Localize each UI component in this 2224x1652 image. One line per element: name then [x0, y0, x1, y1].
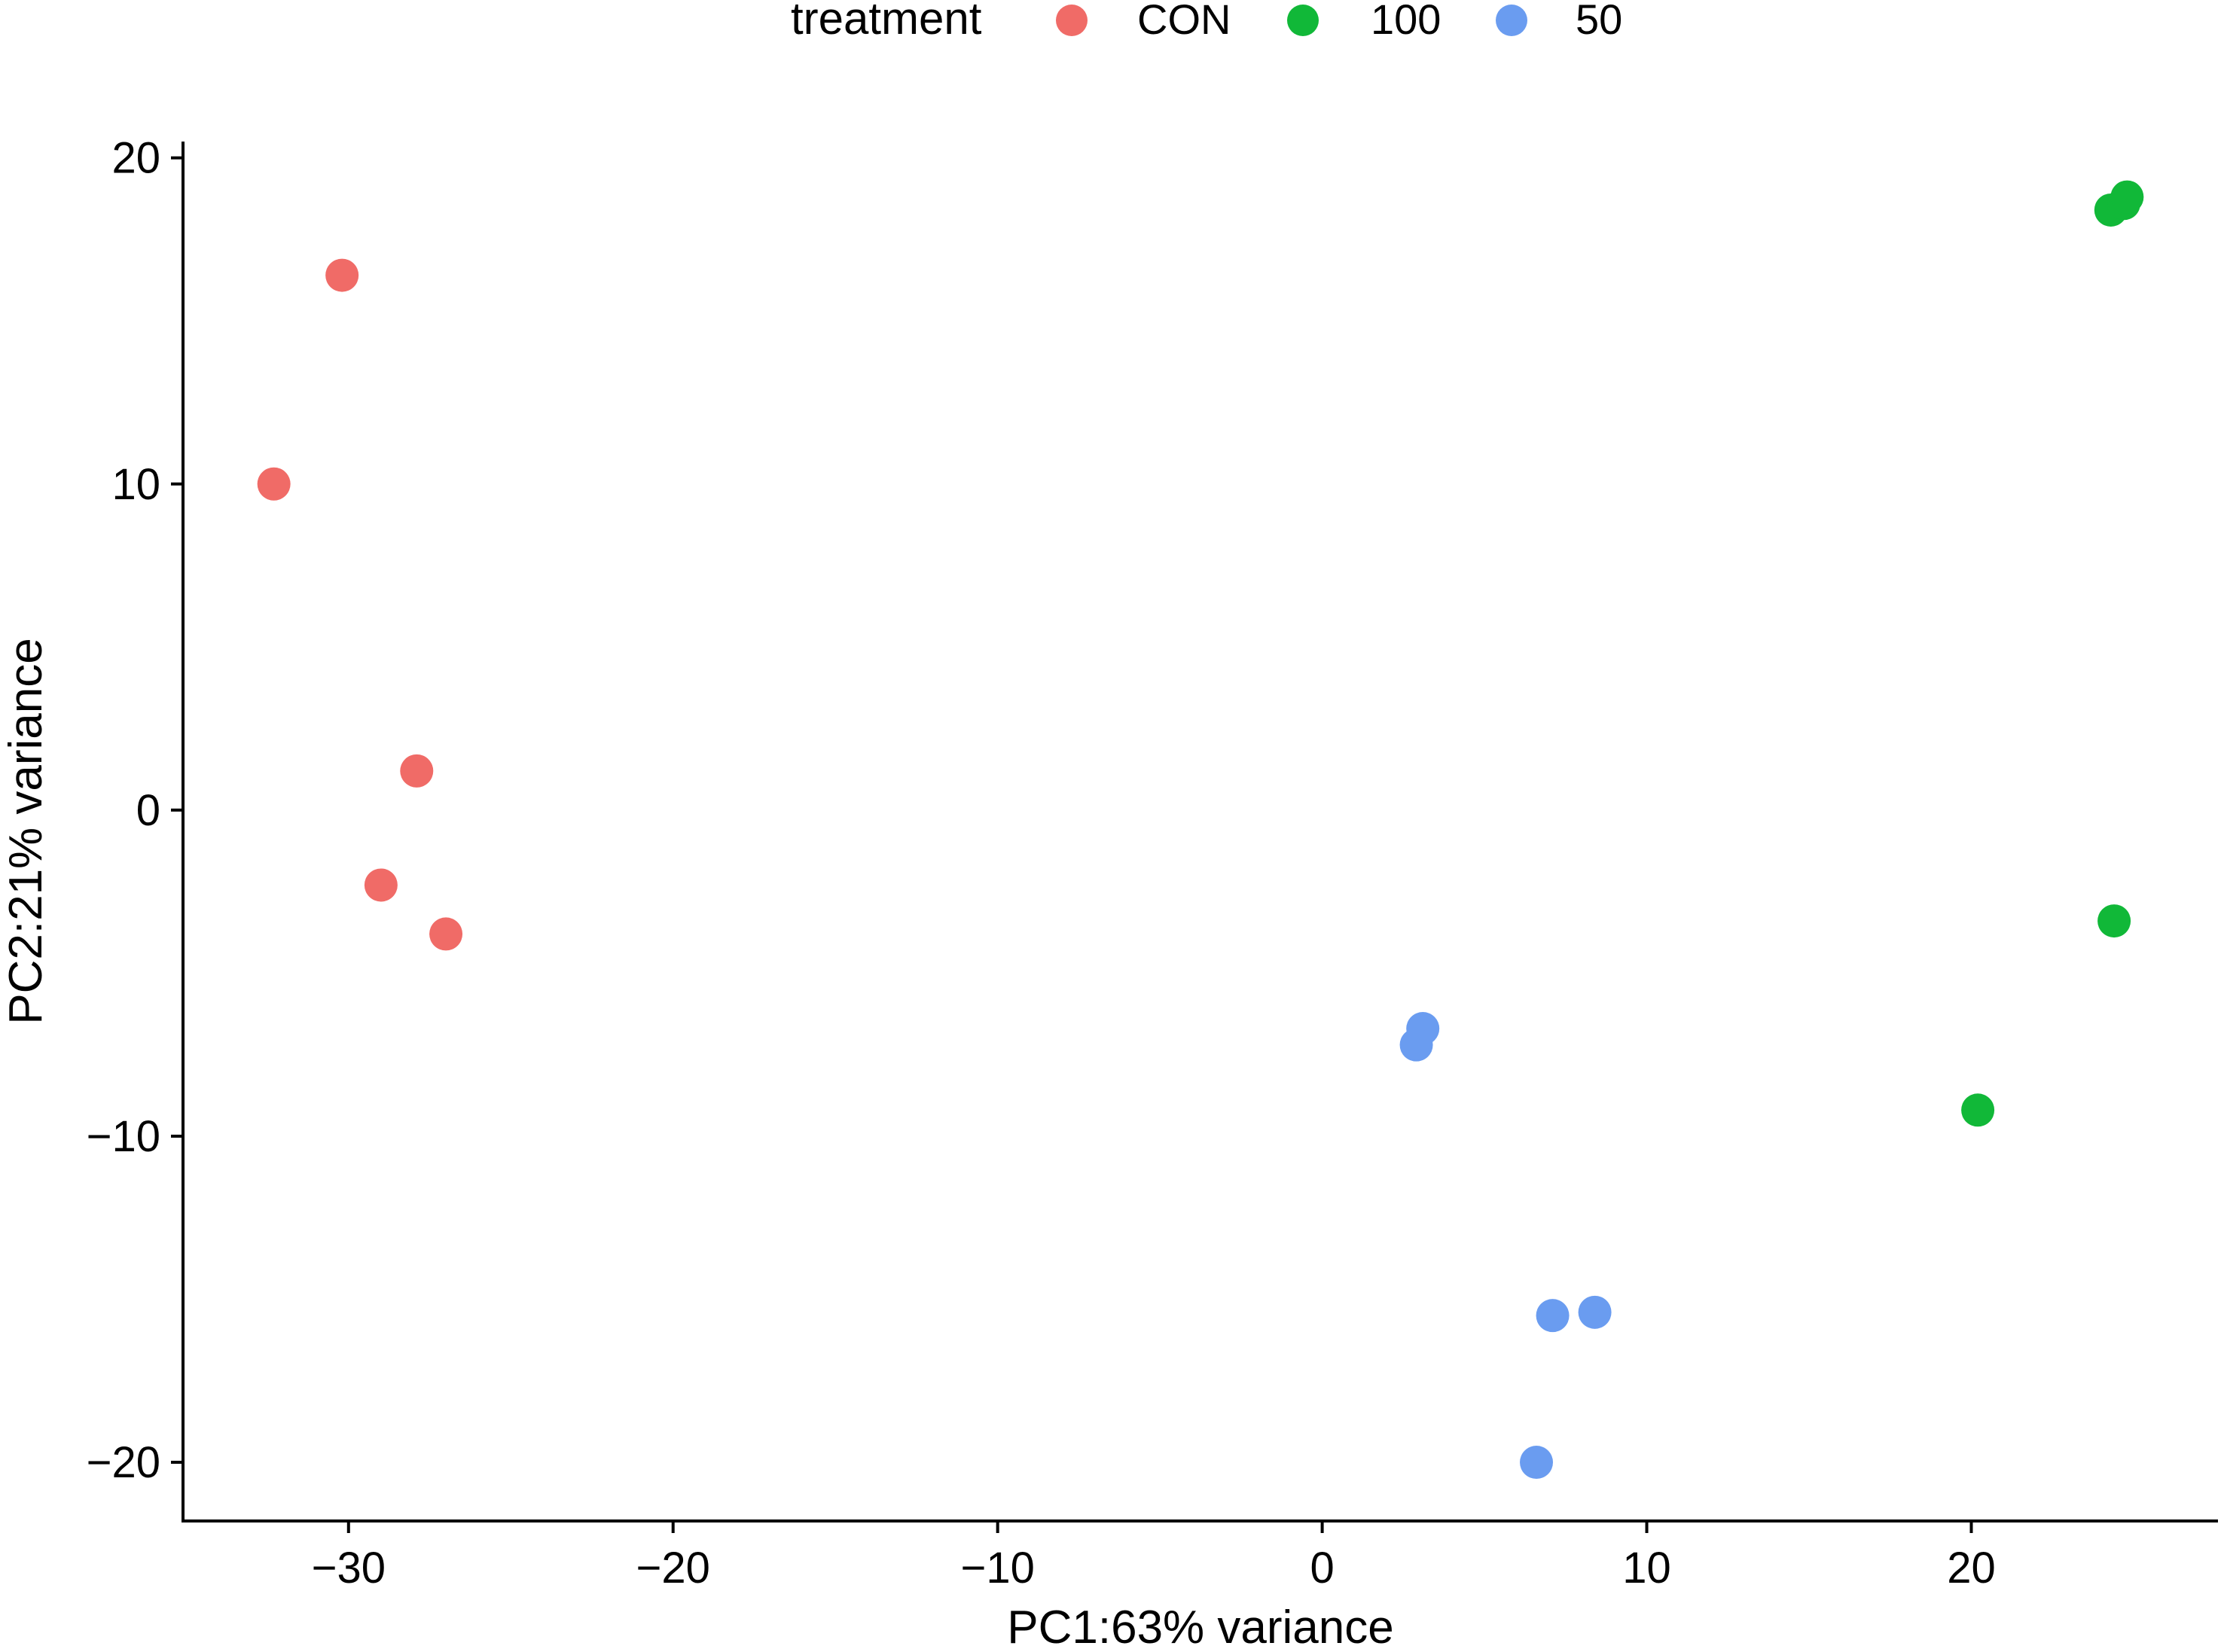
- x-tick-label: −30: [312, 1544, 386, 1593]
- data-point-100: [1961, 1093, 1995, 1127]
- data-point-con: [325, 258, 359, 292]
- x-ticks: −30 −20 −10 0 10 20: [312, 1521, 1996, 1593]
- legend: treatment CON 100 50: [791, 0, 1622, 44]
- legend-marker-100: [1287, 5, 1319, 36]
- y-tick-label: 20: [111, 134, 160, 183]
- data-point-50: [1399, 1028, 1433, 1062]
- data-point-con: [429, 917, 463, 951]
- data-point-con: [364, 868, 398, 902]
- data-point-50: [1578, 1295, 1612, 1329]
- x-tick-label: −20: [636, 1544, 710, 1593]
- legend-marker-con: [1056, 5, 1088, 36]
- y-tick-label: 10: [111, 460, 160, 509]
- x-axis-label: PC1:63% variance: [1007, 1602, 1394, 1652]
- data-point-100: [2110, 180, 2144, 214]
- legend-label-100: 100: [1371, 0, 1441, 43]
- data-points: [257, 180, 2144, 1480]
- legend-label-con: CON: [1137, 0, 1231, 43]
- x-tick-label: 20: [1947, 1544, 1996, 1593]
- y-tick-label: −20: [87, 1438, 160, 1487]
- y-tick-label: 0: [136, 786, 160, 835]
- data-point-con: [257, 467, 291, 501]
- data-point-50: [1536, 1299, 1570, 1333]
- data-point-con: [400, 754, 434, 788]
- data-point-100: [2097, 904, 2131, 938]
- legend-marker-50: [1496, 5, 1527, 36]
- y-axis-label: PC2:21% variance: [0, 638, 52, 1025]
- data-point-50: [1520, 1446, 1554, 1480]
- legend-title: treatment: [791, 0, 982, 44]
- y-tick-label: −10: [87, 1112, 160, 1161]
- y-ticks: −20 −10 0 10 20: [87, 134, 183, 1487]
- x-tick-label: 10: [1622, 1544, 1671, 1593]
- x-tick-label: −10: [960, 1544, 1034, 1593]
- axes: −30 −20 −10 0 10 20 −20 −10 0 10 20: [87, 134, 2218, 1593]
- legend-label-50: 50: [1576, 0, 1622, 43]
- x-tick-label: 0: [1310, 1544, 1334, 1593]
